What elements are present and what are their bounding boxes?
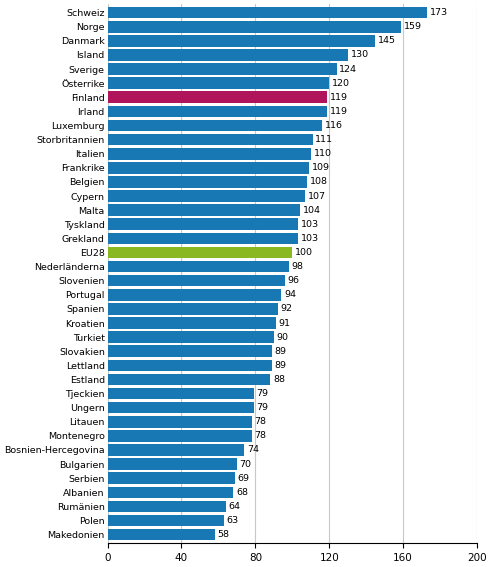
Text: 119: 119 (330, 107, 348, 116)
Text: 124: 124 (339, 65, 357, 74)
Text: 88: 88 (273, 375, 285, 384)
Text: 79: 79 (256, 389, 268, 398)
Bar (108, 77, 329, 89)
Text: 90: 90 (276, 333, 289, 342)
Bar (108, 374, 270, 385)
Text: 78: 78 (254, 417, 267, 426)
Text: 89: 89 (275, 347, 287, 356)
Text: 58: 58 (218, 530, 229, 539)
Bar (108, 162, 309, 174)
Text: 107: 107 (308, 192, 326, 201)
Bar (108, 515, 224, 526)
Bar (108, 176, 307, 188)
Bar (108, 388, 253, 399)
Bar (108, 486, 233, 498)
Bar (108, 191, 305, 202)
Bar (108, 458, 237, 470)
Text: 68: 68 (236, 488, 248, 497)
Text: 116: 116 (325, 121, 343, 130)
Bar (108, 64, 337, 75)
Text: 103: 103 (300, 220, 319, 229)
Text: 173: 173 (430, 8, 448, 17)
Text: 159: 159 (404, 22, 422, 31)
Text: 130: 130 (351, 50, 369, 60)
Bar (108, 247, 292, 258)
Bar (108, 49, 348, 61)
Text: 111: 111 (315, 135, 333, 144)
Text: 91: 91 (278, 319, 291, 328)
Text: 63: 63 (227, 516, 239, 525)
Bar (108, 303, 277, 315)
Bar (108, 331, 274, 343)
Bar (108, 91, 327, 103)
Bar (108, 359, 272, 371)
Bar (108, 120, 322, 132)
Bar (108, 317, 275, 329)
Bar (108, 218, 298, 230)
Text: 92: 92 (280, 304, 292, 314)
Text: 108: 108 (310, 177, 328, 187)
Bar (108, 134, 313, 145)
Bar (108, 232, 298, 244)
Text: 89: 89 (275, 361, 287, 370)
Text: 109: 109 (312, 163, 329, 172)
Text: 110: 110 (314, 149, 331, 158)
Bar (108, 148, 311, 159)
Bar (108, 204, 300, 216)
Bar (108, 444, 244, 456)
Text: 94: 94 (284, 290, 296, 299)
Bar (108, 430, 252, 442)
Bar (108, 105, 327, 117)
Bar (108, 402, 253, 413)
Bar (108, 21, 401, 32)
Bar (108, 501, 226, 512)
Text: 74: 74 (247, 446, 259, 455)
Text: 100: 100 (295, 248, 313, 257)
Bar (108, 289, 281, 301)
Text: 79: 79 (256, 403, 268, 412)
Text: 104: 104 (302, 206, 321, 215)
Text: 64: 64 (229, 502, 241, 511)
Bar (108, 7, 427, 18)
Text: 69: 69 (238, 473, 250, 483)
Text: 98: 98 (291, 262, 303, 271)
Text: 145: 145 (378, 36, 396, 45)
Text: 96: 96 (288, 276, 300, 285)
Text: 103: 103 (300, 234, 319, 243)
Bar (108, 35, 376, 46)
Bar (108, 472, 235, 484)
Bar (108, 416, 252, 428)
Text: 78: 78 (254, 431, 267, 441)
Bar (108, 261, 289, 272)
Text: 119: 119 (330, 93, 348, 102)
Bar (108, 275, 285, 286)
Bar (108, 529, 215, 540)
Text: 120: 120 (332, 79, 350, 88)
Text: 70: 70 (240, 460, 252, 468)
Bar (108, 345, 272, 357)
